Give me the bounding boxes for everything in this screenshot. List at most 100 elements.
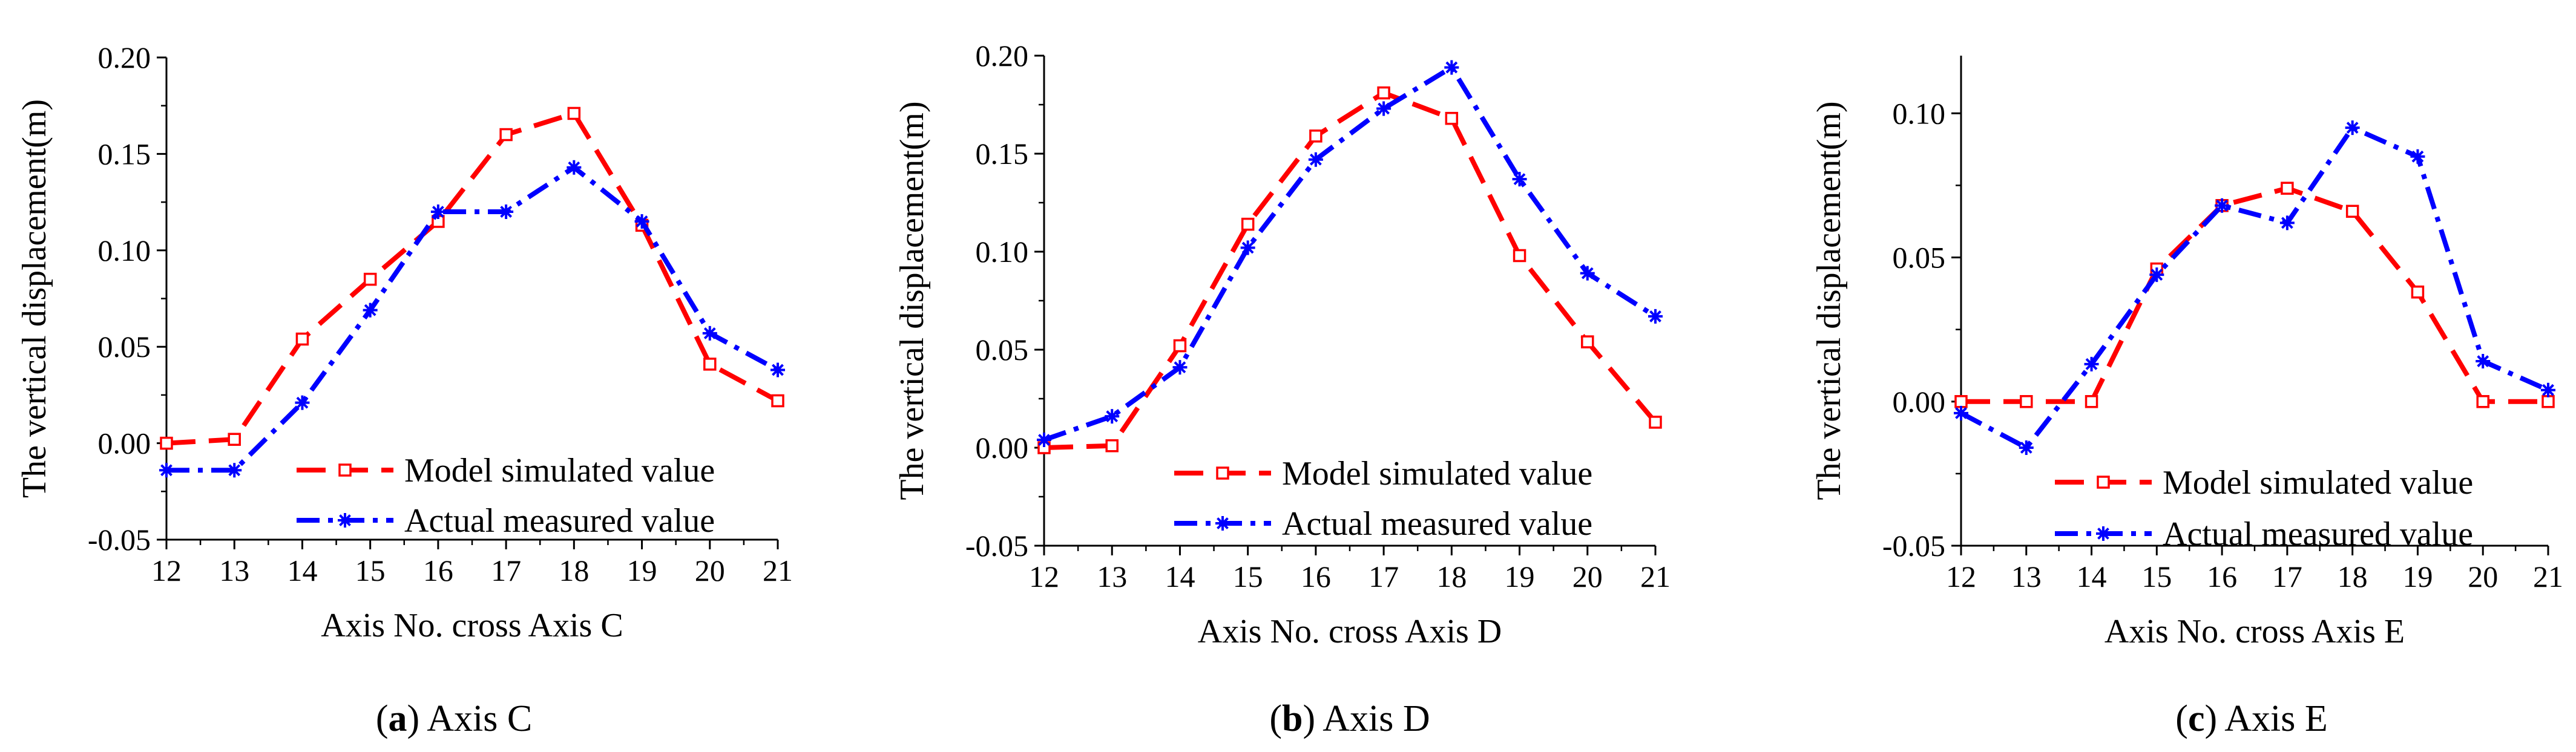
legend-swatch-marker: [338, 463, 352, 477]
caption-text: Axis D: [1322, 698, 1430, 739]
actual-data-point: [159, 463, 174, 478]
x-axis-title: Axis No. cross Axis E: [2104, 613, 2405, 650]
x-tick-label: 16: [423, 554, 453, 587]
x-tick-label: 20: [2468, 560, 2498, 593]
caption-paren-open: (: [376, 698, 389, 739]
x-tick-label: 16: [2207, 560, 2237, 593]
actual-data-point: [1954, 405, 1968, 420]
y-tick-label: 0.15: [98, 137, 151, 171]
model-series-line: [1043, 90, 1658, 450]
actual-data-point: [770, 362, 785, 378]
model-series-line: [166, 111, 779, 446]
caption-letter: b: [1282, 698, 1303, 739]
x-tick-label: 18: [1436, 560, 1467, 593]
model-data-point: [2020, 395, 2033, 408]
model-data-point: [2281, 181, 2294, 195]
caption-paren-close: ): [1303, 698, 1323, 739]
x-tick-label: 21: [2533, 560, 2563, 593]
x-tick-label: 16: [1301, 560, 1331, 593]
model-data-point: [228, 433, 241, 446]
x-tick-label: 21: [1640, 560, 1671, 593]
y-tick-label: 0.05: [1893, 241, 1946, 275]
x-tick-label: 12: [1029, 560, 1059, 593]
legend-entry-actual: Actual measured value: [1282, 505, 1592, 543]
model-data-point: [1513, 249, 1526, 263]
actual-data-point: [567, 160, 582, 175]
actual-data-point: [2541, 382, 2555, 397]
caption-text: Axis C: [427, 698, 532, 739]
actual-data-point: [227, 463, 242, 478]
y-tick-label: -0.05: [88, 523, 151, 557]
x-tick-label: 13: [1097, 560, 1127, 593]
x-tick-label: 18: [559, 554, 589, 587]
actual-data-point: [1240, 240, 1255, 255]
legend-entry-model: Model simulated value: [2163, 464, 2473, 502]
actual-data-point: [2279, 215, 2295, 231]
actual-data-point: [2149, 267, 2164, 283]
model-data-point: [363, 272, 377, 286]
legend-swatch-marker: [338, 513, 352, 528]
caption-paren-open: (: [2175, 698, 2188, 739]
x-tick-label: 13: [219, 554, 249, 587]
actual-data-point: [1308, 152, 1323, 167]
actual-data-point: [499, 204, 514, 220]
actual-data-point: [634, 214, 649, 229]
model-data-point: [1445, 111, 1459, 125]
actual-data-point: [1105, 409, 1120, 424]
y-tick-label: 0.00: [976, 431, 1029, 465]
caption-paren-close: ): [2204, 698, 2224, 739]
x-tick-label: 14: [1165, 560, 1195, 593]
y-tick-label: 0.10: [1893, 96, 1946, 130]
chart-panel-c: 12 13 14 15 16 17 18 19 20 21 -0.05 0.00 0.05 0.10 Axi…: [1810, 56, 2563, 739]
y-tick-label: 0.05: [976, 333, 1029, 367]
actual-data-point: [2476, 354, 2491, 369]
actual-data-point: [1037, 433, 1051, 448]
caption-letter: a: [388, 698, 407, 739]
x-tick-label: 15: [2141, 560, 2172, 593]
actual-data-point: [1376, 101, 1392, 116]
actual-data-point: [1444, 60, 1459, 75]
y-axis-title: The vertical displacement(m): [893, 101, 931, 500]
y-tick-label: -0.05: [965, 529, 1028, 563]
model-data-point: [567, 106, 581, 120]
x-tick-label: 12: [1946, 560, 1976, 593]
x-tick-label: 15: [1233, 560, 1263, 593]
model-data-point: [2085, 395, 2098, 408]
x-tick-label: 20: [1572, 560, 1603, 593]
caption-paren-close: ): [407, 698, 427, 739]
actual-data-point: [2345, 120, 2360, 136]
x-tick-label: 19: [1505, 560, 1535, 593]
y-tick-label: 0.15: [976, 137, 1029, 171]
legend-entry-actual: Actual measured value: [404, 502, 715, 540]
model-data-point: [1309, 129, 1322, 143]
chart-panel-b: 12 13 14 15 16 17 18 19 20 21 -0.05 0.00 0.05 0.10 0.1…: [893, 39, 1671, 739]
model-data-point: [1241, 217, 1255, 231]
actual-data-point: [2084, 356, 2099, 371]
model-data-point: [1954, 395, 1968, 408]
x-tick-label: 12: [151, 554, 182, 587]
model-series-line: [1961, 186, 2548, 404]
panel-caption: (b) Axis D: [1269, 698, 1430, 739]
x-tick-label: 17: [491, 554, 521, 587]
x-tick-label: 14: [287, 554, 317, 587]
actual-data-point: [1512, 172, 1527, 187]
actual-data-point: [702, 325, 717, 341]
model-data-point: [1649, 416, 1662, 429]
x-tick-label: 19: [627, 554, 657, 587]
caption-text: Axis E: [2224, 698, 2328, 739]
x-tick-label: 20: [695, 554, 725, 587]
y-tick-label: 0.00: [98, 427, 151, 460]
x-tick-label: 18: [2338, 560, 2368, 593]
legend-entry-model: Model simulated value: [1282, 455, 1592, 492]
actual-data-point: [2410, 149, 2425, 164]
x-tick-label: 17: [2272, 560, 2302, 593]
x-axis-title: Axis No. cross Axis D: [1198, 613, 1502, 650]
model-data-point: [771, 394, 784, 408]
legend-entry-model: Model simulated value: [404, 452, 715, 489]
actual-data-point: [1648, 309, 1663, 324]
chart-panel-a: 12 13 14 15 16 17 18 19 20 21 -0.05 0.00 0.05 0.10 0.1…: [16, 41, 793, 739]
model-data-point: [1173, 339, 1187, 353]
actual-data-point: [363, 302, 378, 318]
actual-data-point: [295, 395, 310, 410]
